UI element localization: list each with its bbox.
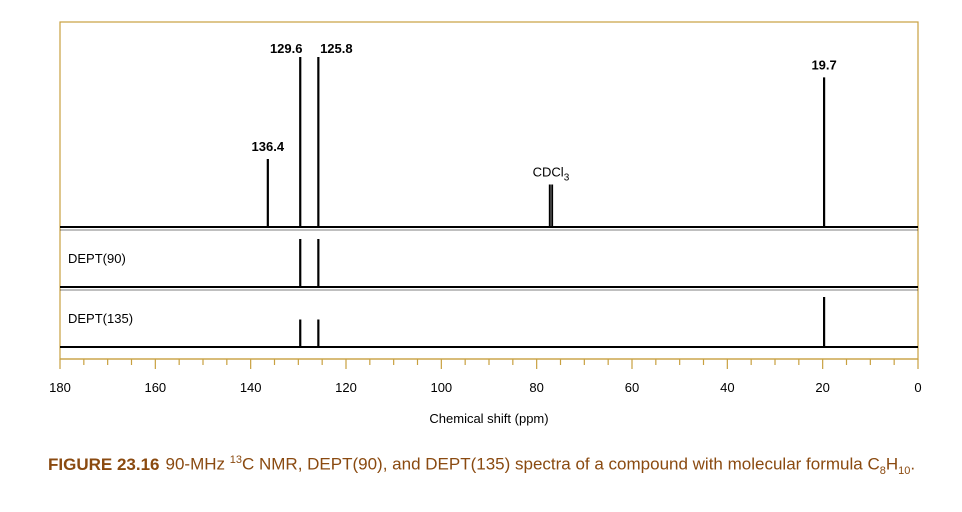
figure-label: FIGURE 23.16 xyxy=(48,454,160,474)
caption-text-3: H xyxy=(885,454,899,474)
caption-subscript-2: 10 xyxy=(898,465,911,478)
tick-label: 140 xyxy=(240,380,262,395)
caption-text-2: C NMR, DEPT(90), and DEPT(135) spectra o… xyxy=(241,454,880,474)
tick-label: 20 xyxy=(815,380,829,395)
panel-1: 136.4 129.6 125.8 CDCl3 19.7 xyxy=(60,41,918,231)
peak-label: 129.6 xyxy=(270,41,303,56)
tick-label: 0 xyxy=(914,380,921,395)
tick-label: 160 xyxy=(144,380,166,395)
tick-label: 120 xyxy=(335,380,357,395)
tick-label: 100 xyxy=(430,380,452,395)
caption-text-4: . xyxy=(910,454,916,474)
panel-label: DEPT(135) xyxy=(68,311,133,326)
peak-label: 125.8 xyxy=(320,41,353,56)
tick-label: 60 xyxy=(625,380,639,395)
peak-label: 136.4 xyxy=(252,139,285,154)
tick-label: 180 xyxy=(49,380,71,395)
peak-label: CDCl3 xyxy=(533,165,570,184)
tick-label: 40 xyxy=(720,380,734,395)
panel-2: DEPT(90) xyxy=(60,239,918,291)
x-axis: 180 160 140 120 100 80 60 40 20 0 Chemical shift (… xyxy=(49,358,922,426)
nmr-spectra-chart: 136.4 129.6 125.8 CDCl3 19.7 DEPT(90) DEPT(135… xyxy=(49,21,922,426)
plot-frame xyxy=(59,21,919,360)
peak-label: 19.7 xyxy=(811,57,836,72)
x-axis-title: Chemical shift (ppm) xyxy=(429,411,548,426)
caption-text-1: 90-MHz xyxy=(165,454,230,474)
panel-label: DEPT(90) xyxy=(68,251,126,266)
caption-superscript: 13 xyxy=(229,454,242,466)
panel-3: DEPT(135) xyxy=(60,297,918,348)
figure-caption: FIGURE 23.16 90-MHz 13C NMR, DEPT(90), an… xyxy=(48,449,928,483)
caption-subscript-1: 8 xyxy=(879,465,886,478)
tick-label: 80 xyxy=(529,380,543,395)
